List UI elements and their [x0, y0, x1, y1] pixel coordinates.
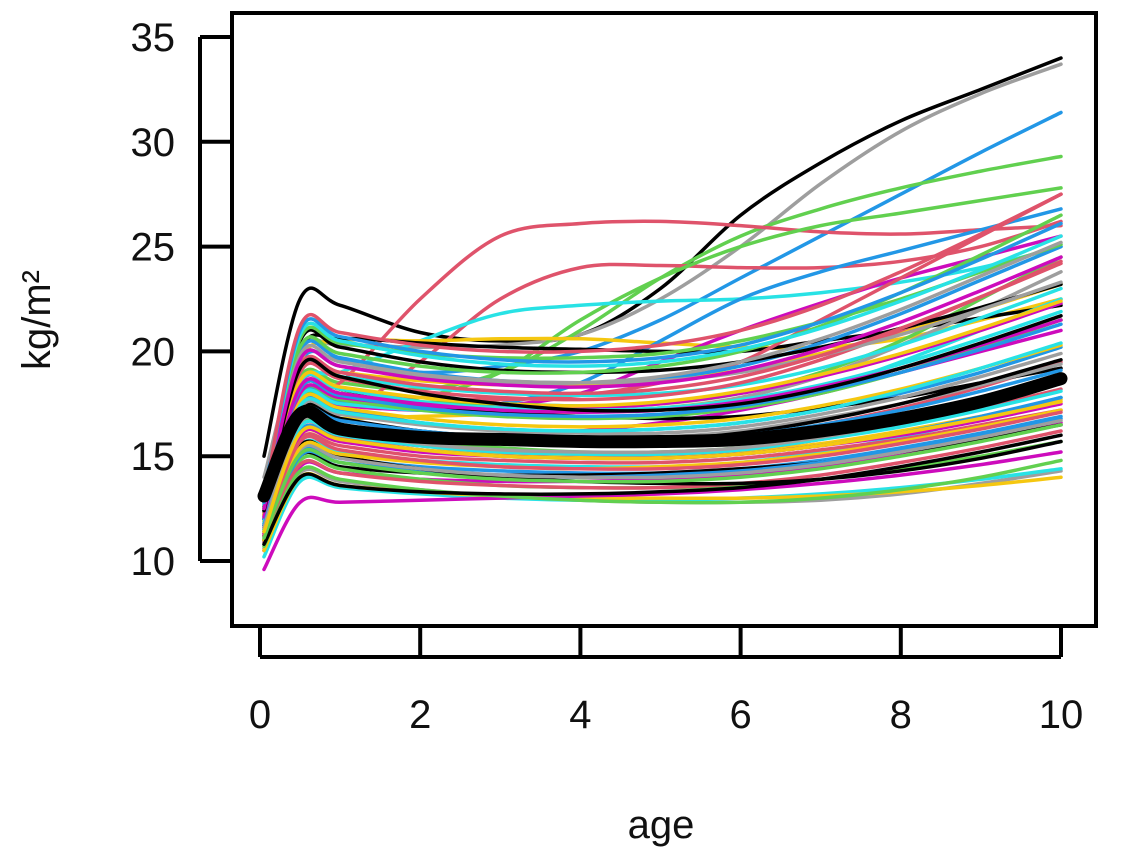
y-axis: 10 15 20 25 30 35 [131, 16, 232, 584]
plot-frame [230, 11, 1098, 628]
series-line-76 [262, 192, 1063, 502]
x-tick-label: 2 [409, 693, 431, 737]
series-line-39 [262, 351, 1063, 523]
y-tick-label: 35 [131, 16, 176, 60]
x-tick-label: 6 [729, 693, 751, 737]
series-line-74 [262, 255, 1063, 511]
x-tick-label: 8 [890, 693, 912, 737]
x-tick-label: 10 [1039, 693, 1084, 737]
series-lines [257, 56, 1068, 572]
series-line-42 [262, 301, 1063, 521]
y-axis-title: kg/m² [15, 270, 59, 370]
series-line-72 [262, 234, 1063, 507]
series-line-34 [262, 450, 1063, 572]
series-line-70 [262, 423, 1063, 540]
series-line-60 [262, 261, 1063, 515]
series-line-52 [262, 429, 1063, 544]
y-tick-label: 20 [131, 330, 176, 374]
y-tick-label: 10 [131, 540, 176, 584]
series-line-75 [262, 221, 1063, 505]
x-axis-title: age [628, 803, 695, 847]
series-line-55 [262, 418, 1063, 540]
x-axis: 0 2 4 6 8 10 [249, 628, 1083, 737]
series-line-1 [262, 56, 1063, 458]
series-line-73 [262, 399, 1063, 534]
series-line-69 [262, 314, 1063, 513]
series-line-64 [262, 341, 1063, 526]
series-line-54 [262, 458, 1063, 549]
series-line-28 [262, 408, 1063, 536]
series-line-68 [262, 410, 1063, 538]
series-line-61 [262, 433, 1063, 546]
mean-series-line [257, 372, 1068, 503]
y-tick-label: 25 [131, 226, 176, 270]
x-tick-label: 4 [569, 693, 591, 737]
y-tick-label: 15 [131, 435, 176, 479]
y-tick-label: 30 [131, 121, 176, 165]
series-line-65 [262, 299, 1063, 517]
x-tick-label: 0 [249, 693, 271, 737]
